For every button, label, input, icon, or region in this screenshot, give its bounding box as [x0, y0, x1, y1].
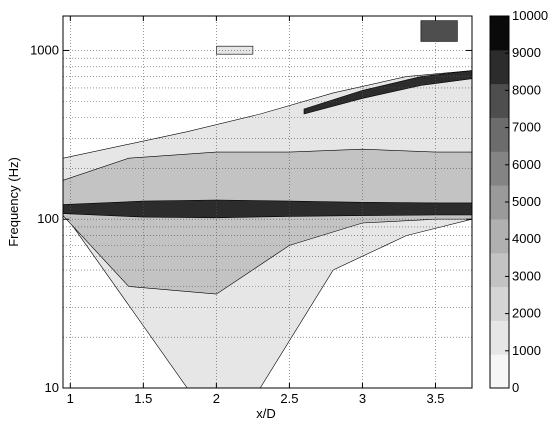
- colorbar-tick-label: 0: [512, 380, 519, 395]
- x-tick-label: 1: [67, 391, 74, 406]
- x-axis-label: x/D: [256, 406, 276, 421]
- contour-fills: [63, 20, 472, 388]
- y-tick-label: 100: [37, 211, 59, 226]
- y-axis-ticks: 10 100 1000: [30, 42, 472, 395]
- colorbar-level: [490, 151, 509, 186]
- colorbar-tick-label: 3000: [512, 268, 541, 283]
- colorbar-tick-label: 2000: [512, 306, 541, 321]
- x-tick-label: 2: [213, 391, 220, 406]
- colorbar-tick-label: 9000: [512, 45, 541, 60]
- colorbar-level: [490, 16, 509, 51]
- colorbar-level: [490, 83, 509, 118]
- y-axis-label: Frequency (Hz): [6, 157, 21, 247]
- contour-dominant-band: [63, 199, 472, 219]
- colorbar-level: [490, 286, 509, 321]
- x-tick-label: 2.5: [280, 391, 298, 406]
- colorbar: 0 1000 2000 3000 4000 5000 6000 7000 8000 9000 100…: [489, 8, 548, 395]
- x-axis-ticks: 1 1.5 2 2.5 3 3.5: [67, 16, 445, 406]
- plot-area: 1 1.5 2 2.5 3 3.5 10 100 1000: [30, 15, 473, 406]
- colorbar-tick-label: 8000: [512, 82, 541, 97]
- colorbar-level: [490, 185, 509, 220]
- contour-mid-band: [63, 148, 472, 295]
- colorbar-level: [490, 320, 509, 355]
- colorbar-tick-label: 10000: [512, 8, 548, 23]
- x-tick-label: 3.5: [426, 391, 444, 406]
- colorbar-tick-label: 6000: [512, 157, 541, 172]
- contour-high-frequency-ridge: [303, 70, 472, 115]
- colorbar-ticks: 0 1000 2000 3000 4000 5000 6000 7000 8000 9000 100…: [505, 8, 548, 395]
- colorbar-tick-label: 4000: [512, 231, 541, 246]
- plot-frame: [62, 15, 473, 389]
- colorbar-level: [490, 49, 509, 85]
- colorbar-level: [490, 354, 509, 389]
- x-tick-label: 1.5: [134, 391, 152, 406]
- colorbar-tick-label: 7000: [512, 120, 541, 135]
- colorbar-level: [490, 117, 509, 152]
- colorbar-level: [490, 218, 509, 254]
- colorbar-level: [490, 252, 509, 288]
- x-tick-label: 3: [359, 391, 366, 406]
- y-tick-label: 10: [45, 380, 59, 395]
- colorbar-levels: [490, 16, 509, 389]
- y-tick-label: 1000: [30, 42, 59, 57]
- contour-island-upper-right: [420, 20, 458, 42]
- colorbar-tick-label: 1000: [512, 343, 541, 358]
- colorbar-tick-label: 5000: [512, 194, 541, 209]
